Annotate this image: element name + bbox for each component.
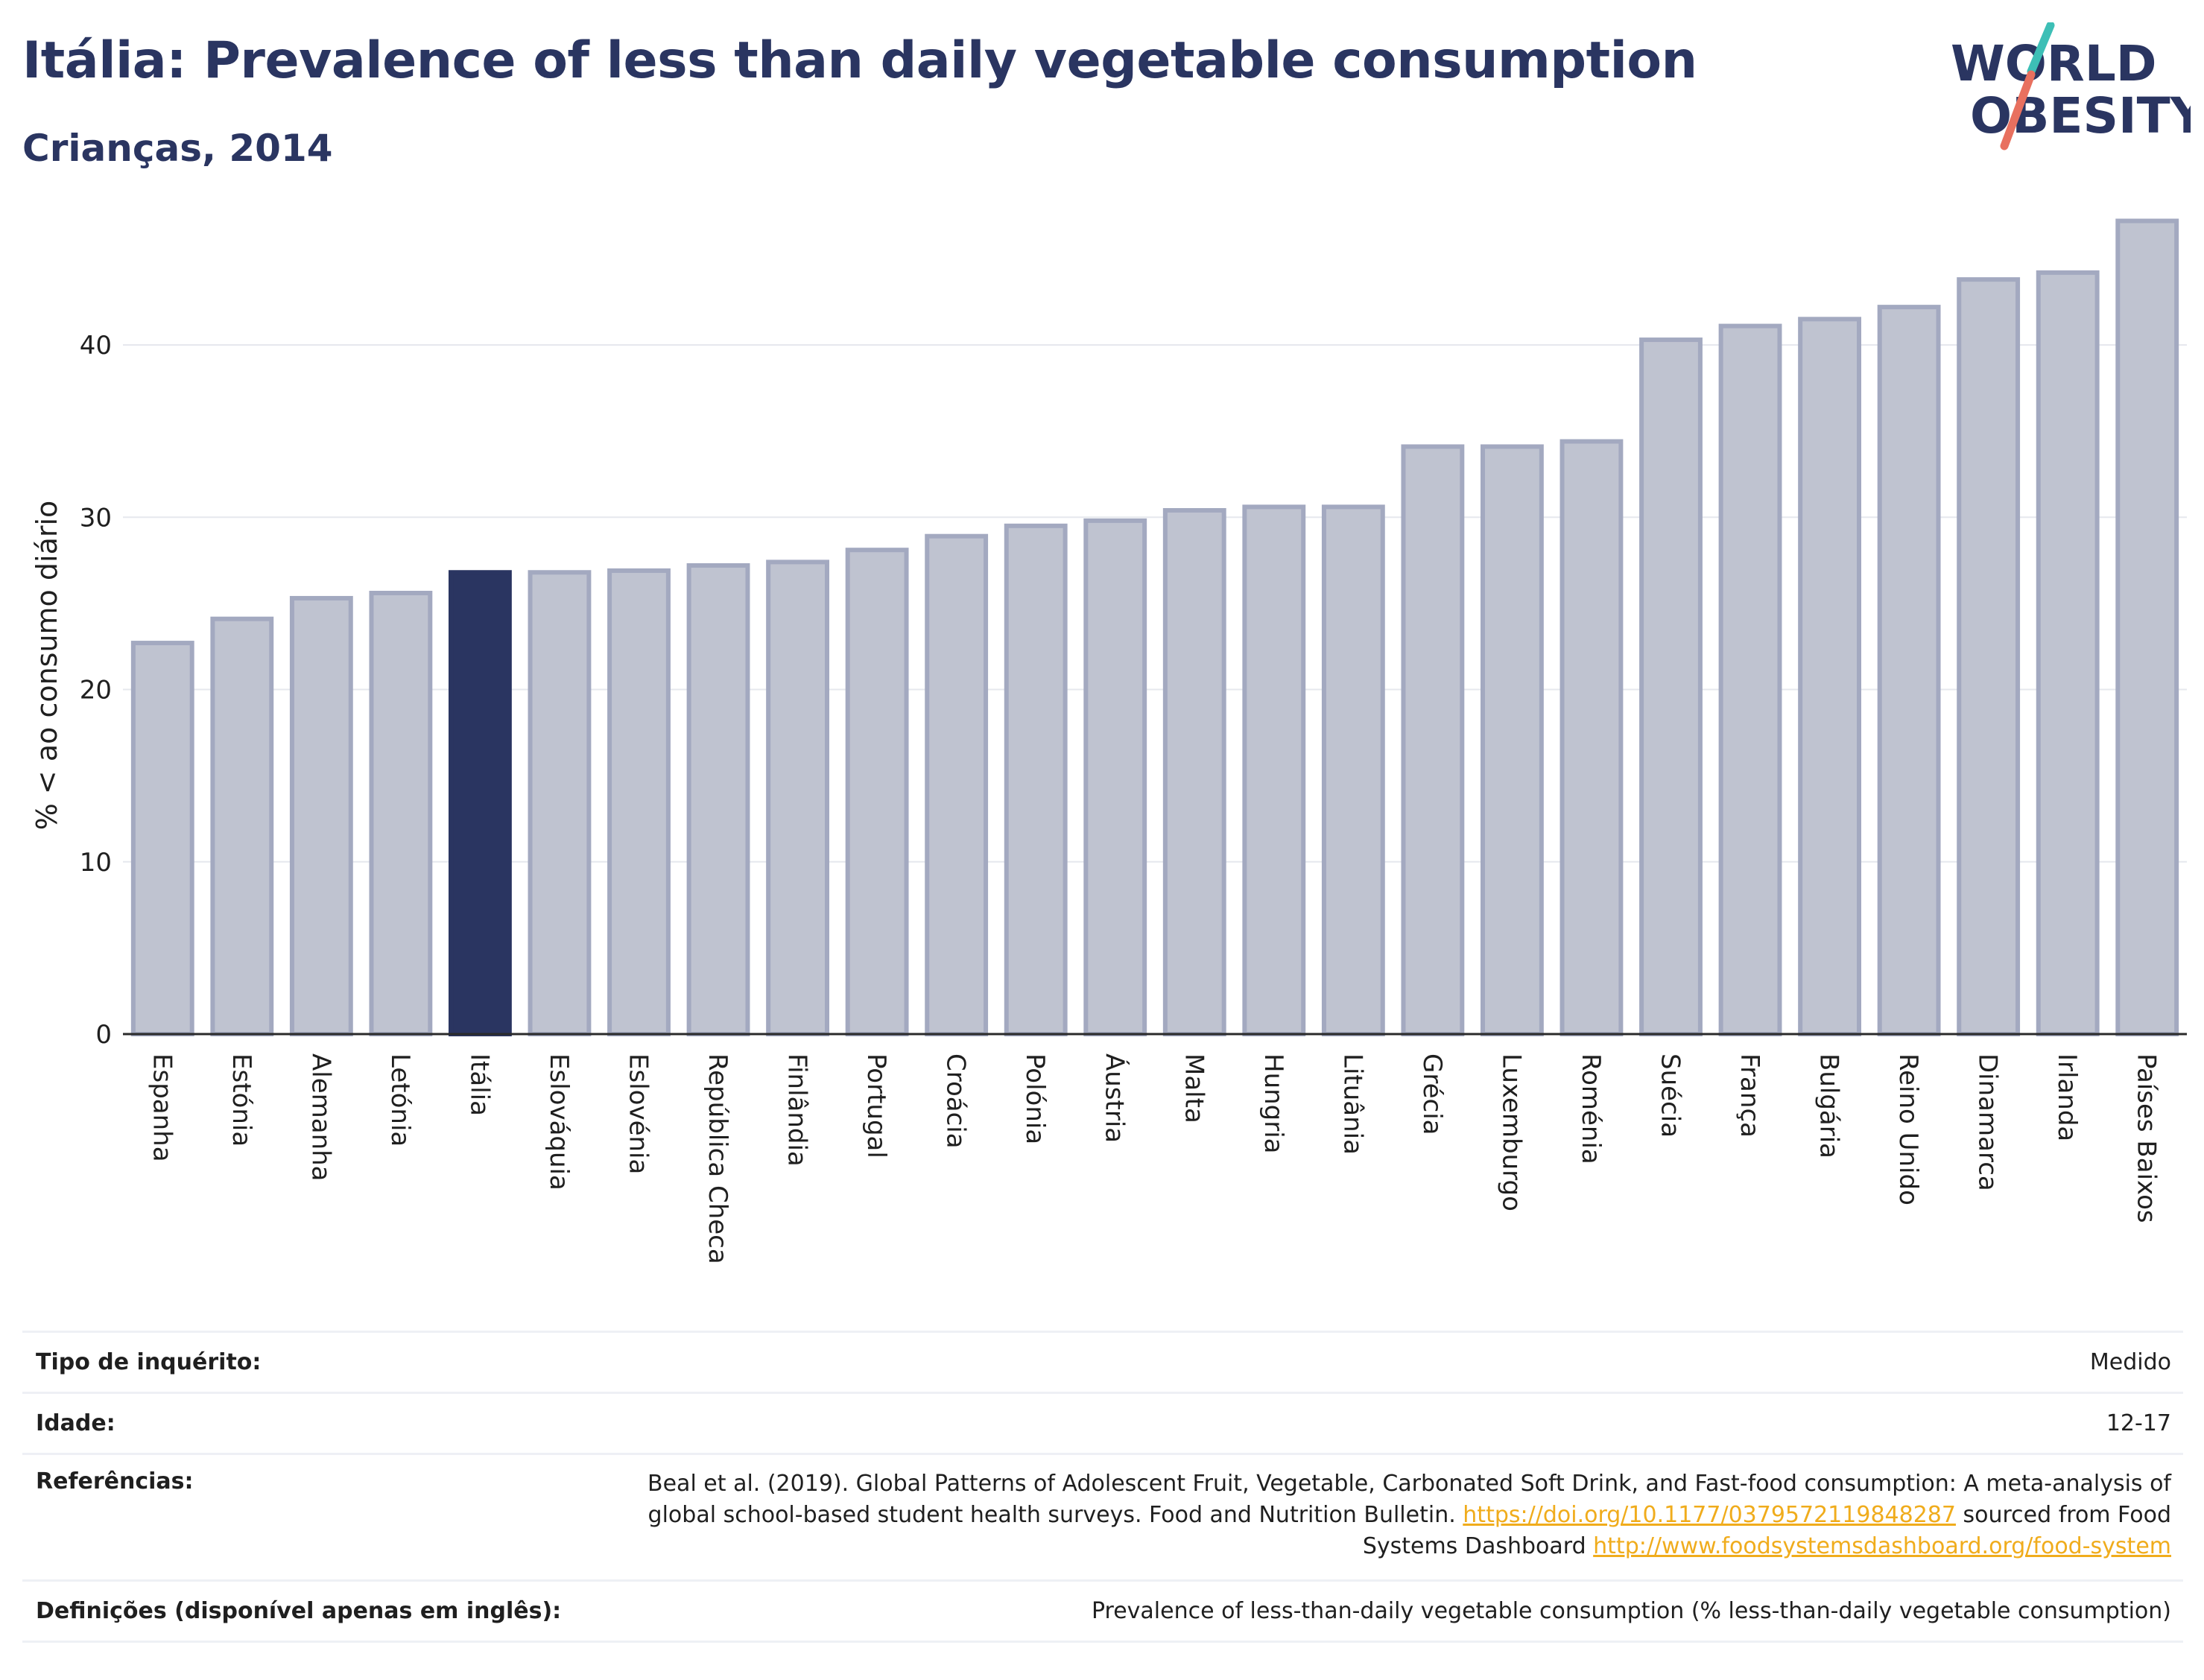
info-row-references: Referências: Beal et al. (2019). Global … [22,1453,2183,1579]
bar-roménia [1559,439,1624,1036]
x-tick-label: Dinamarca [1973,1053,2003,1191]
x-tick-label: Letónia [385,1053,415,1147]
bar-república-checa [686,563,750,1036]
bar-grécia [1401,444,1465,1036]
page-title: Itália: Prevalence of less than daily ve… [22,31,1697,90]
bar-eslováquia [528,570,592,1036]
bar-estónia [210,616,274,1036]
x-tick-label: Malta [1179,1053,1209,1123]
bar-portugal [845,548,909,1036]
bar-frança [1718,323,1782,1036]
info-key: Definições (disponível apenas em inglês)… [36,1598,562,1624]
x-tick-label: Alemanha [305,1053,335,1182]
y-tick-label: 0 [95,1020,112,1050]
bar-letónia [369,591,433,1036]
bar-finlândia [766,560,829,1036]
bar-luxemburgo [1481,444,1544,1036]
x-tick-label: Luxemburgo [1496,1053,1526,1211]
bar-alemanha [289,595,353,1036]
doi-link[interactable]: https://doi.org/10.1177/0379572119848287 [1463,1502,1956,1528]
y-tick-label: 10 [80,848,112,878]
info-value: 12-17 [2106,1410,2171,1436]
x-tick-label: Grécia [1417,1053,1447,1135]
x-tick-label: Áustria [1100,1053,1130,1143]
bar-países-baixos [2115,218,2179,1036]
y-axis-title: % < ao consumo diário [31,501,63,831]
bar-hungria [1242,504,1306,1036]
bar-irlanda [2036,270,2100,1036]
x-tick-label: Reino Unido [1893,1053,1923,1205]
bar-reino-unido [1877,305,1941,1036]
bar-polónia [1004,523,1068,1036]
bars [130,218,2179,1036]
info-key: Tipo de inquérito: [36,1349,262,1375]
reference-mid-text: sourced from Food Systems Dashboard [1362,1502,2171,1559]
bar-bulgária [1798,317,1861,1036]
info-row-definitions: Definições (disponível apenas em inglês)… [22,1579,2183,1641]
x-tick-label: Irlanda [2052,1053,2082,1141]
x-tick-label: França [1735,1053,1764,1138]
x-tick-label: Polónia [1020,1053,1050,1144]
bar-malta [1162,508,1226,1036]
world-obesity-logo: WORLD OBESITY [1951,22,2191,150]
info-key: Idade: [36,1410,115,1436]
y-tick-label: 40 [80,331,112,361]
y-tick-label: 30 [80,503,112,533]
info-value: Beal et al. (2019). Global Patterns of A… [592,1468,2183,1579]
category-labels: Espanha Estónia Alemanha Letónia Itália Eslov… [147,1053,2161,1264]
y-tick-label: 20 [80,676,112,706]
logo-word-world: WORLD [1951,35,2157,92]
bar-dinamarca [1957,277,2021,1036]
x-tick-label: Finlândia [782,1053,812,1167]
x-tick-label: Suécia [1656,1053,1685,1138]
axes: 0 10 20 30 40 % < ao consumo diário [31,331,2187,1050]
bar-suécia [1639,337,1703,1036]
x-tick-label: República Checa [703,1053,732,1264]
gridlines [123,344,2187,863]
food-systems-link[interactable]: http://www.foodsystemsdashboard.org/food… [1593,1533,2171,1559]
x-tick-label: Países Baixos [2132,1053,2162,1223]
logo-slash-coral [2000,70,2036,150]
x-tick-label: Espanha [147,1053,177,1162]
bar-eslovénia [607,568,671,1036]
bar-itália [449,570,512,1036]
x-tick-label: Roménia [1576,1053,1606,1164]
info-value: Prevalence of less-than-daily vegetable … [1091,1597,2171,1624]
x-tick-label: Eslovénia [624,1053,653,1174]
info-table: Tipo de inquérito: Medido Idade: 12-17 R… [22,1331,2183,1643]
reference-text: Beal et al. (2019). Global Patterns of A… [647,1471,2171,1528]
info-key: Referências: [36,1468,194,1494]
x-tick-label: Eslováquia [544,1053,574,1191]
x-tick-label: Lituânia [1337,1053,1367,1155]
bar-áustria [1083,518,1147,1036]
x-tick-label: Hungria [1258,1053,1288,1154]
x-tick-label: Itália [464,1053,494,1116]
bar-lituânia [1321,504,1385,1036]
info-row-age: Idade: 12-17 [22,1392,2183,1453]
x-tick-label: Bulgária [1814,1053,1844,1158]
info-row-survey-type: Tipo de inquérito: Medido [22,1331,2183,1392]
page-subtitle: Crianças, 2014 [22,127,333,170]
x-tick-label: Croácia [941,1053,971,1149]
info-table-end [22,1641,2183,1643]
bar-espanha [130,641,194,1036]
bar-croácia [925,533,989,1036]
x-tick-label: Portugal [861,1053,891,1158]
info-value: Medido [2089,1348,2171,1375]
x-tick-label: Estónia [227,1053,256,1147]
logo-slash-teal [2027,22,2055,76]
